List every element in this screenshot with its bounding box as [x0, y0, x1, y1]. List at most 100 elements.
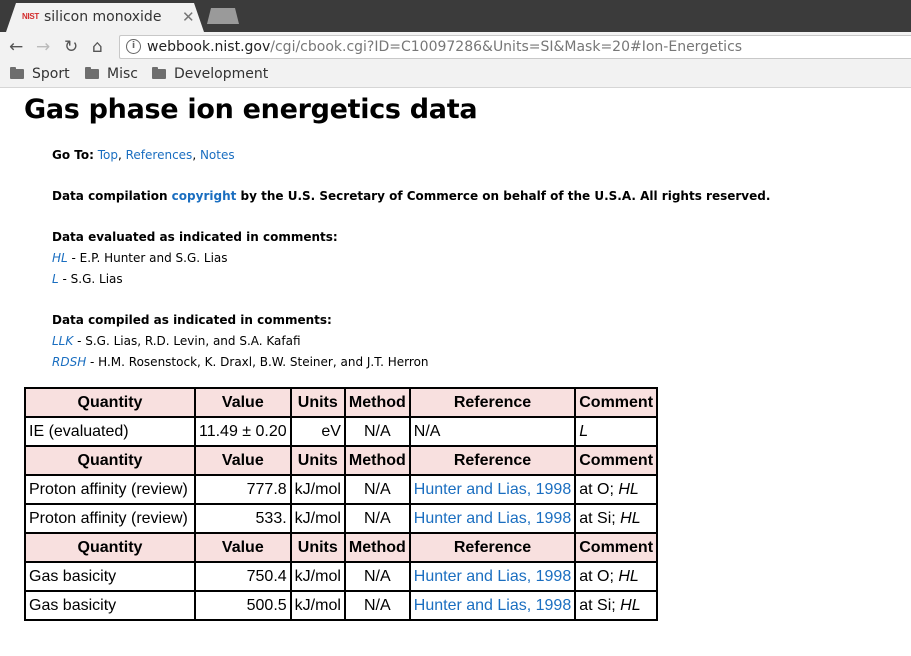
cell-method: N/A [343, 561, 411, 592]
evaluator-code-link[interactable]: L [52, 272, 59, 286]
table-row: Proton affinity (review) 533. kJ/mol N/A Hun… [24, 503, 659, 534]
bookmark-folder-development[interactable]: Development [152, 66, 268, 82]
reference-link[interactable]: Hunter and Lias, 1998 [413, 480, 572, 498]
cell-comment: at O; HL [574, 561, 659, 592]
evaluator-name: - E.P. Hunter and S.G. Lias [67, 251, 228, 265]
bookmark-folder-sport[interactable]: Sport [10, 66, 70, 82]
column-header-quantity: Quantity [24, 532, 196, 563]
ion-energetics-table: Quantity Value Units Method Reference Comment… [24, 387, 659, 621]
goto-nav: Go To: Top, References, Notes [52, 148, 235, 162]
comment-code: HL [620, 509, 641, 527]
table-row: Gas basicity 750.4 kJ/mol N/A Hunter and Lia… [24, 561, 659, 592]
bookmark-label: Development [174, 66, 269, 82]
copyright-link[interactable]: copyright [171, 189, 237, 203]
table-body: Quantity Value Units Method Reference Comment… [24, 387, 659, 621]
compiler-code-link[interactable]: LLK [52, 334, 74, 348]
compiled-heading: Data compiled as indicated in comments: [52, 313, 332, 327]
comment-code: L [579, 422, 589, 440]
compiled-item: RDSH - H.M. Rosenstock, K. Draxl, B.W. S… [52, 355, 429, 369]
column-header-value: Value [194, 532, 292, 563]
evaluated-item: HL - E.P. Hunter and S.G. Lias [52, 251, 228, 265]
cell-method: N/A [343, 590, 411, 621]
cell-units: eV [289, 416, 346, 447]
column-header-quantity: Quantity [24, 387, 196, 418]
column-header-value: Value [194, 445, 292, 476]
compiler-code-link[interactable]: RDSH [52, 355, 87, 369]
cell-quantity: IE (evaluated) [24, 416, 196, 447]
reference-link[interactable]: Hunter and Lias, 1998 [413, 567, 572, 585]
table-header-row: Quantity Value Units Method Reference Comment [24, 445, 659, 476]
tab-strip: NIST silicon monoxide ✕ [0, 0, 911, 32]
column-header-comment: Comment [574, 532, 659, 563]
url-text[interactable]: webbook.nist.gov/cgi/cbook.cgi?ID=C10097… [147, 39, 742, 55]
cell-comment: L [574, 416, 659, 447]
bookmarks-bar: Sport Misc Development [0, 62, 911, 88]
back-arrow-icon[interactable]: ← [9, 37, 24, 57]
info-icon[interactable]: i [126, 39, 141, 54]
table-header-row: Quantity Value Units Method Reference Comment [24, 387, 659, 418]
nist-favicon-icon: NIST [22, 12, 40, 21]
column-header-units: Units [289, 532, 346, 563]
comment-text: at O; [579, 567, 619, 585]
cell-units: kJ/mol [289, 474, 346, 505]
goto-link-top[interactable]: Top [97, 148, 118, 162]
cell-quantity: Proton affinity (review) [24, 474, 196, 505]
evaluated-item: L - S.G. Lias [52, 272, 123, 286]
cell-method: N/A [343, 416, 411, 447]
cell-value: 533. [194, 503, 292, 534]
goto-link-notes[interactable]: Notes [199, 148, 235, 162]
reference-text: N/A [413, 422, 441, 440]
cell-value: 777.8 [194, 474, 292, 505]
comment-code: HL [618, 567, 639, 585]
close-tab-icon[interactable]: ✕ [182, 8, 195, 26]
reference-link[interactable]: Hunter and Lias, 1998 [413, 509, 572, 527]
page-content: Gas phase ion energetics data Go To: Top… [0, 88, 911, 656]
page-title: Gas phase ion energetics data [24, 94, 478, 125]
cell-value: 500.5 [194, 590, 292, 621]
cell-value: 11.49 ± 0.20 [194, 416, 292, 447]
column-header-comment: Comment [574, 387, 659, 418]
bookmark-label: Misc [107, 66, 138, 82]
url-path: /cgi/cbook.cgi?ID=C10097286&Units=SI&Mas… [270, 39, 743, 55]
column-header-method: Method [343, 387, 411, 418]
comment-text: at Si; [579, 509, 621, 527]
cell-quantity: Proton affinity (review) [24, 503, 196, 534]
reload-icon[interactable]: ↻ [64, 37, 79, 57]
cell-value: 750.4 [194, 561, 292, 592]
column-header-method: Method [343, 532, 411, 563]
address-bar[interactable]: i webbook.nist.gov/cgi/cbook.cgi?ID=C100… [119, 35, 911, 59]
compiler-name: - S.G. Lias, R.D. Levin, and S.A. Kafafi [73, 334, 301, 348]
column-header-comment: Comment [574, 445, 659, 476]
cell-reference: Hunter and Lias, 1998 [408, 503, 577, 534]
table-row: Proton affinity (review) 777.8 kJ/mol N/A Hu… [24, 474, 659, 505]
column-header-method: Method [343, 445, 411, 476]
cell-reference: Hunter and Lias, 1998 [408, 590, 577, 621]
evaluator-code-link[interactable]: HL [52, 251, 68, 265]
cell-comment: at Si; HL [574, 590, 659, 621]
cell-units: kJ/mol [289, 590, 346, 621]
bookmark-folder-misc[interactable]: Misc [85, 66, 138, 82]
home-icon[interactable]: ⌂ [92, 37, 103, 57]
tab-title: silicon monoxide [44, 9, 162, 25]
new-tab-button[interactable] [207, 8, 239, 24]
cell-units: kJ/mol [289, 503, 346, 534]
table-header-row: Quantity Value Units Method Reference Comment [24, 532, 659, 563]
cell-reference: Hunter and Lias, 1998 [408, 474, 577, 505]
table-row: IE (evaluated) 11.49 ± 0.20 eV N/A N/A L [24, 416, 659, 447]
evaluator-name: - S.G. Lias [58, 272, 123, 286]
cell-quantity: Gas basicity [24, 561, 196, 592]
evaluated-heading: Data evaluated as indicated in comments: [52, 230, 338, 244]
browser-tab[interactable]: NIST silicon monoxide ✕ [6, 3, 204, 32]
cell-units: kJ/mol [289, 561, 346, 592]
forward-arrow-icon[interactable]: → [36, 37, 51, 57]
goto-link-references[interactable]: References [125, 148, 193, 162]
column-header-reference: Reference [408, 532, 577, 563]
folder-icon [10, 67, 24, 79]
reference-link[interactable]: Hunter and Lias, 1998 [413, 596, 572, 614]
comment-code: HL [618, 480, 639, 498]
cell-method: N/A [343, 503, 411, 534]
column-header-reference: Reference [408, 387, 577, 418]
table-row: Gas basicity 500.5 kJ/mol N/A Hunter and Lia… [24, 590, 659, 621]
folder-icon [152, 67, 166, 79]
copyright-text-after: by the U.S. Secretary of Commerce on beh… [236, 189, 771, 203]
